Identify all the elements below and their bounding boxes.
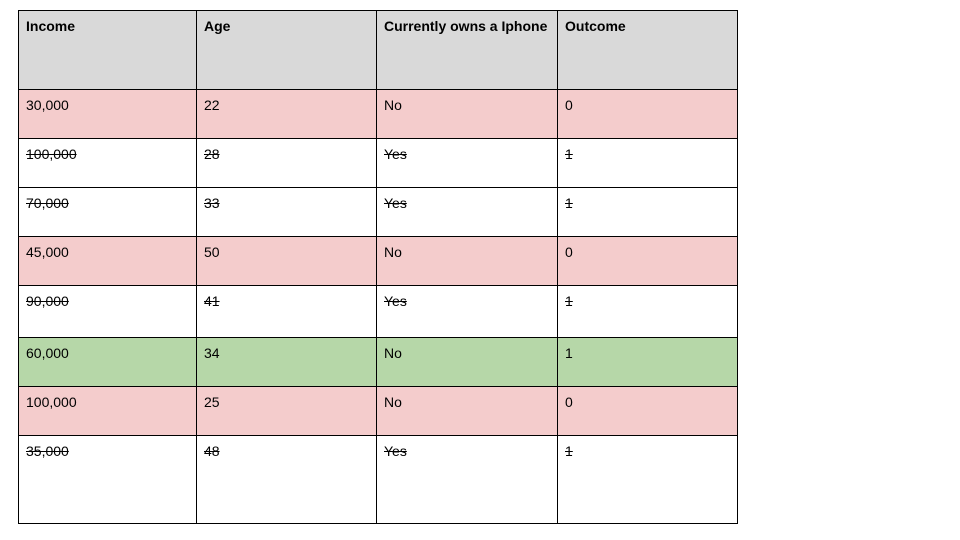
cell-income: 100,000	[18, 386, 197, 436]
table-row: 70,000 33 Yes 1	[18, 187, 738, 237]
cell-iphone: Yes	[376, 285, 558, 338]
cell-age: 25	[196, 386, 377, 436]
cell-age: 50	[196, 236, 377, 286]
cell-outcome: 1	[557, 138, 738, 188]
table-row: 45,000 50 No 0	[18, 236, 738, 286]
cell-income: 45,000	[18, 236, 197, 286]
cell-iphone: No	[376, 386, 558, 436]
cell-iphone: Yes	[376, 138, 558, 188]
cell-income: 35,000	[18, 435, 197, 524]
cell-income: 60,000	[18, 337, 197, 387]
cell-outcome: 1	[557, 337, 738, 387]
table-row: 60,000 34 No 1	[18, 337, 738, 387]
table-row: 90,000 41 Yes 1	[18, 285, 738, 338]
cell-iphone: No	[376, 236, 558, 286]
cell-income: 100,000	[18, 138, 197, 188]
cell-iphone: No	[376, 89, 558, 139]
cell-iphone: Yes	[376, 435, 558, 524]
column-header-income: Income	[18, 10, 197, 90]
column-header-age: Age	[196, 10, 377, 90]
table-row: 35,000 48 Yes 1	[18, 435, 738, 524]
cell-age: 28	[196, 138, 377, 188]
cell-outcome: 0	[557, 89, 738, 139]
cell-outcome: 1	[557, 187, 738, 237]
cell-outcome: 0	[557, 386, 738, 436]
cell-age: 34	[196, 337, 377, 387]
cell-iphone: Yes	[376, 187, 558, 237]
cell-age: 22	[196, 89, 377, 139]
cell-iphone: No	[376, 337, 558, 387]
cell-outcome: 1	[557, 435, 738, 524]
column-header-iphone: Currently owns a Iphone	[376, 10, 558, 90]
cell-income: 90,000	[18, 285, 197, 338]
cell-income: 30,000	[18, 89, 197, 139]
table-row: 30,000 22 No 0	[18, 89, 738, 139]
header-row: Income Age Currently owns a Iphone Outco…	[18, 10, 738, 90]
cell-outcome: 1	[557, 285, 738, 338]
cell-outcome: 0	[557, 236, 738, 286]
cell-income: 70,000	[18, 187, 197, 237]
cell-age: 41	[196, 285, 377, 338]
table-row: 100,000 28 Yes 1	[18, 138, 738, 188]
cell-age: 33	[196, 187, 377, 237]
column-header-outcome: Outcome	[557, 10, 738, 90]
table-row: 100,000 25 No 0	[18, 386, 738, 436]
cell-age: 48	[196, 435, 377, 524]
dataset-table: Income Age Currently owns a Iphone Outco…	[18, 10, 738, 524]
